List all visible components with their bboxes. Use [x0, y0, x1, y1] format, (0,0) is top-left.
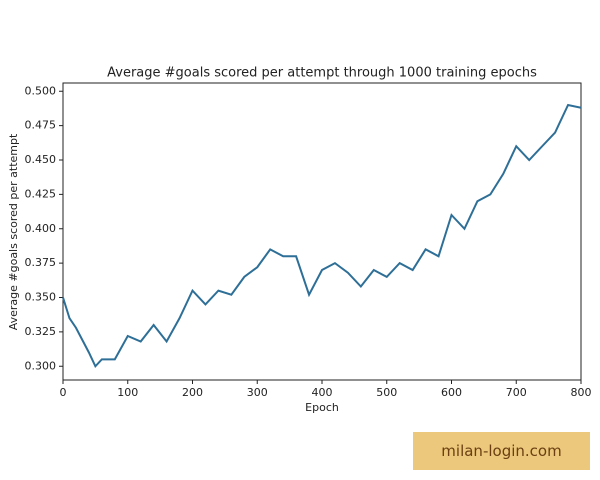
y-tick-label: 0.325 — [25, 325, 57, 338]
y-tick-label: 0.350 — [25, 291, 57, 304]
x-tick-label: 0 — [60, 386, 67, 399]
y-axis-label: Average #goals scored per attempt — [7, 133, 20, 330]
x-tick-label: 100 — [117, 386, 138, 399]
x-tick-label: 200 — [182, 386, 203, 399]
x-tick-label: 700 — [506, 386, 527, 399]
watermark: milan-login.com — [413, 432, 590, 470]
x-axis-label: Epoch — [305, 401, 339, 414]
plot-frame — [62, 82, 582, 381]
y-tick-label: 0.475 — [25, 119, 57, 132]
data-line — [62, 103, 582, 369]
y-tick-label: 0.500 — [25, 84, 57, 97]
y-tick-label: 0.425 — [25, 187, 57, 200]
x-tick-label: 600 — [441, 386, 462, 399]
chart-title: Average #goals scored per attempt throug… — [107, 66, 537, 81]
y-tick-label: 0.300 — [25, 359, 57, 372]
x-tick-label: 300 — [247, 386, 268, 399]
y-tick-label: 0.400 — [25, 222, 57, 235]
y-tick-label: 0.375 — [25, 256, 57, 269]
x-tick-label: 800 — [571, 386, 592, 399]
x-tick-label: 400 — [312, 386, 333, 399]
y-tick-label: 0.450 — [25, 153, 57, 166]
x-tick-label: 500 — [376, 386, 397, 399]
